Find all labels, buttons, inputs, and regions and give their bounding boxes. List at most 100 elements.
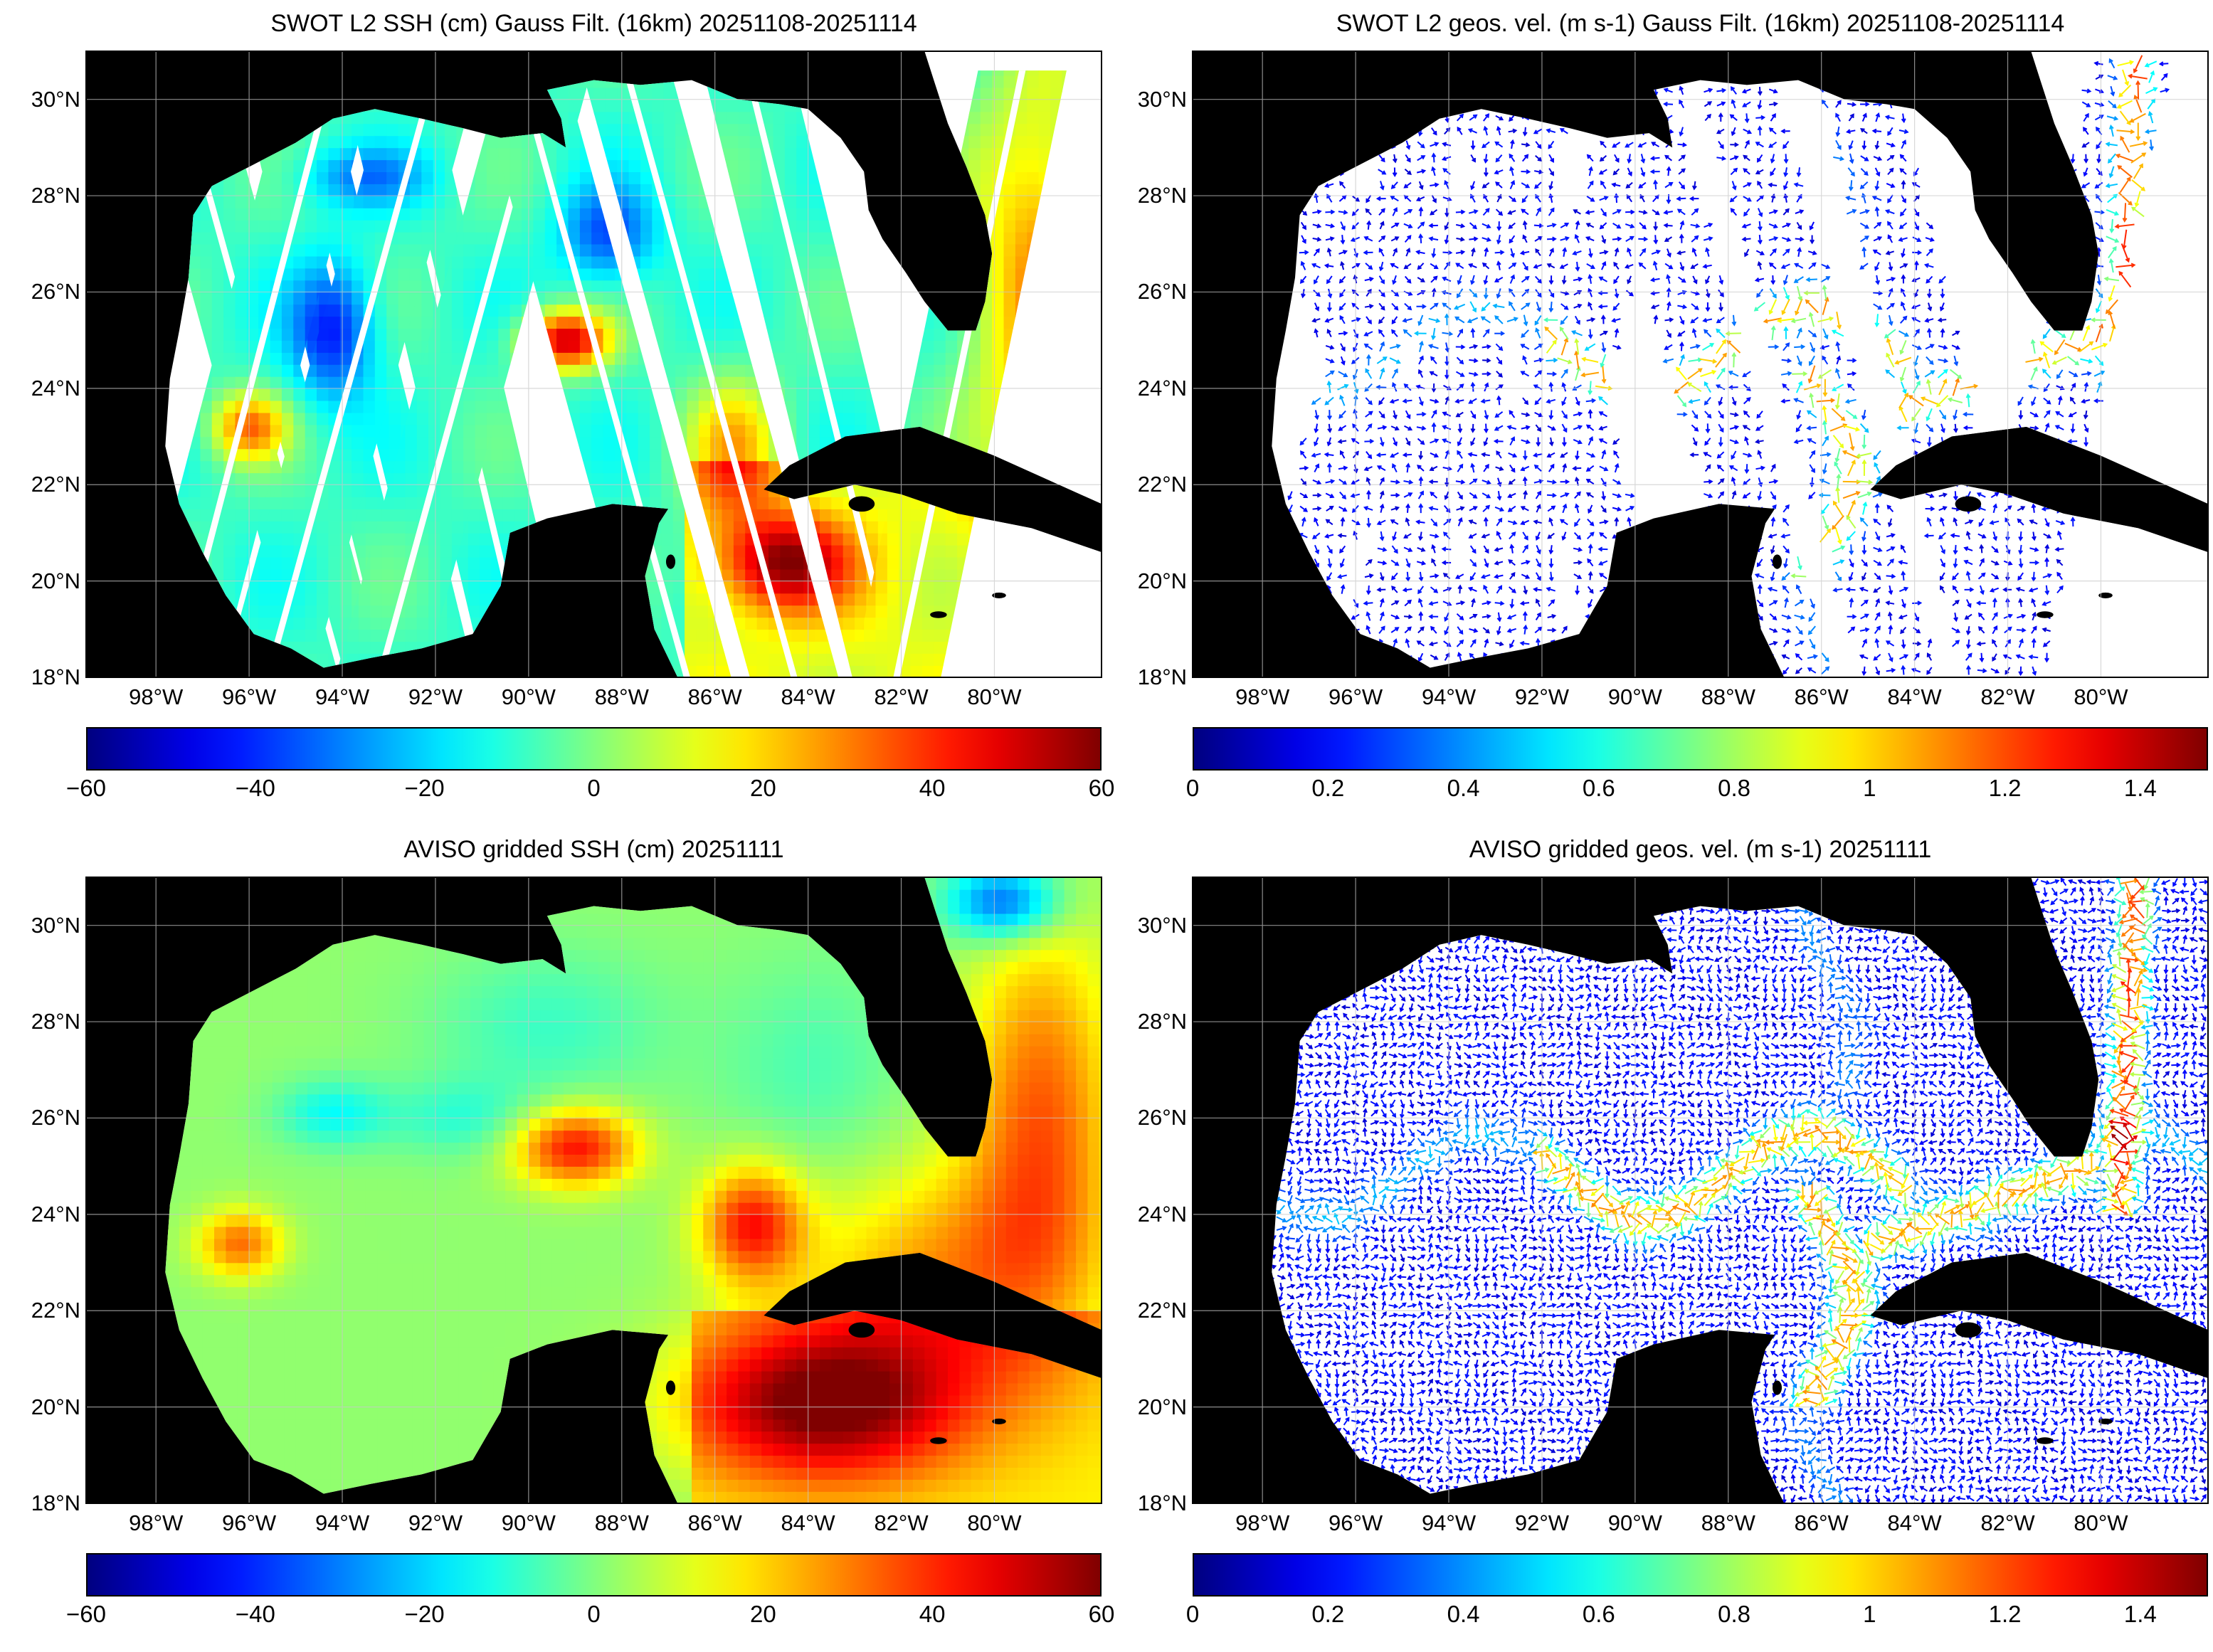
- panel-aviso-ssh: AVISO gridded SSH (cm) 20251111 30°N 28°N 2…: [0, 826, 1115, 1652]
- colorbar-tick-label: 0.6: [1583, 775, 1615, 802]
- lat-tick-label: 30°N: [0, 913, 80, 938]
- colorbar-tick-label: 0.2: [1311, 1601, 1344, 1628]
- colorbar-tick-label: 0.8: [1718, 775, 1750, 802]
- lon-tick-label: 80°W: [967, 684, 1021, 710]
- lon-tick-label: 98°W: [1235, 1510, 1289, 1536]
- lon-tick-label: 98°W: [129, 1510, 183, 1536]
- lat-tick-label: 24°N: [1106, 1202, 1187, 1227]
- lon-tick-label: 84°W: [781, 1510, 835, 1536]
- colorbar-tick-label: 0.6: [1583, 1601, 1615, 1628]
- island: [848, 1322, 875, 1338]
- lat-tick-label: 28°N: [0, 183, 80, 208]
- colorbar-tick-label: 0: [587, 775, 600, 802]
- colorbar-tick-label: 20: [750, 775, 776, 802]
- lat-tick-label: 30°N: [1106, 913, 1187, 938]
- colorbar-tick-label: 1.2: [1989, 775, 2022, 802]
- island: [2037, 1437, 2054, 1444]
- lon-tick-label: 80°W: [967, 1510, 1021, 1536]
- lat-tick-label: 20°N: [1106, 1394, 1187, 1420]
- map-canvas: [1192, 877, 2209, 1504]
- lat-tick-label: 18°N: [0, 1490, 80, 1516]
- colorbar-tick-label: −20: [405, 1601, 445, 1628]
- lon-tick-label: 86°W: [688, 684, 742, 710]
- lat-tick-label: 28°N: [1106, 1009, 1187, 1034]
- lat-tick-label: 20°N: [0, 568, 80, 594]
- cuba-landmass: [764, 427, 1102, 552]
- lon-tick-label: 92°W: [408, 1510, 463, 1536]
- lon-tick-label: 90°W: [1608, 1510, 1662, 1536]
- lon-tick-label: 88°W: [1701, 1510, 1755, 1536]
- panel-aviso-velocity: AVISO gridded geos. vel. (m s-1) 2025111…: [1106, 826, 2213, 1652]
- lon-tick-label: 94°W: [1422, 684, 1476, 710]
- map-canvas: [85, 877, 1102, 1504]
- colorbar-tick-label: 40: [919, 775, 946, 802]
- lat-tick-label: 26°N: [1106, 1105, 1187, 1131]
- lon-tick-label: 86°W: [1795, 684, 1849, 710]
- island: [665, 1380, 676, 1395]
- lon-tick-label: 82°W: [874, 1510, 928, 1536]
- water-area: [1272, 51, 2208, 677]
- island: [848, 496, 875, 512]
- lon-tick-label: 92°W: [1515, 684, 1569, 710]
- colorbar: [86, 727, 1102, 771]
- lon-tick-label: 82°W: [1980, 1510, 2034, 1536]
- lon-tick-label: 86°W: [688, 1510, 742, 1536]
- colorbar: [86, 1553, 1102, 1597]
- cuba-landmass: [1870, 1253, 2208, 1378]
- map-canvas: [85, 51, 1102, 678]
- lon-tick-label: 98°W: [129, 684, 183, 710]
- panel-swot-velocity: SWOT L2 geos. vel. (m s-1) Gauss Filt. (…: [1106, 0, 2213, 826]
- panel-title: SWOT L2 SSH (cm) Gauss Filt. (16km) 2025…: [270, 10, 917, 38]
- graticule: [86, 877, 1102, 1503]
- graticule: [86, 51, 1102, 677]
- lat-tick-label: 26°N: [0, 1105, 80, 1131]
- lat-tick-label: 24°N: [1106, 376, 1187, 401]
- colorbar-tick-label: 0: [1186, 1601, 1199, 1628]
- cuba-landmass: [1870, 427, 2208, 552]
- lat-tick-label: 24°N: [0, 1202, 80, 1227]
- graticule: [1193, 877, 2208, 1503]
- colorbar-tick-label: 1: [1863, 1601, 1876, 1628]
- colorbar-tick-label: −40: [236, 775, 275, 802]
- island: [992, 592, 1006, 598]
- lon-tick-label: 94°W: [1422, 1510, 1476, 1536]
- colorbar-tick-label: −20: [405, 775, 445, 802]
- lon-tick-label: 96°W: [1329, 684, 1383, 710]
- colorbar-tick-label: 0.4: [1447, 1601, 1480, 1628]
- island: [1772, 1380, 1782, 1395]
- lat-tick-label: 28°N: [0, 1009, 80, 1034]
- lon-tick-label: 82°W: [874, 684, 928, 710]
- lon-tick-label: 80°W: [2074, 1510, 2128, 1536]
- map-frame: [1192, 877, 2209, 1504]
- island: [665, 554, 676, 569]
- lon-tick-label: 96°W: [222, 1510, 276, 1536]
- colorbar-tick-label: 0.2: [1311, 775, 1344, 802]
- lat-tick-label: 18°N: [1106, 664, 1187, 690]
- colorbar-tick-label: 0.8: [1718, 1601, 1750, 1628]
- island: [2098, 1418, 2113, 1424]
- lat-tick-label: 22°N: [1106, 1298, 1187, 1323]
- island: [2037, 611, 2054, 618]
- lon-tick-label: 96°W: [222, 684, 276, 710]
- island: [2098, 592, 2113, 598]
- lon-tick-label: 88°W: [595, 684, 649, 710]
- cuba-landmass: [764, 1253, 1102, 1378]
- lat-tick-label: 28°N: [1106, 183, 1187, 208]
- map-canvas: [1192, 51, 2209, 678]
- colorbar-tick-label: −60: [66, 775, 106, 802]
- lat-tick-label: 22°N: [0, 472, 80, 497]
- panel-swot-ssh: SWOT L2 SSH (cm) Gauss Filt. (16km) 2025…: [0, 0, 1115, 826]
- lon-tick-label: 92°W: [1515, 1510, 1569, 1536]
- colorbar-tick-label: 60: [1089, 1601, 1115, 1628]
- island: [930, 611, 947, 618]
- panel-title: AVISO gridded geos. vel. (m s-1) 2025111…: [1469, 836, 1932, 864]
- colorbar: [1193, 727, 2208, 771]
- island: [1955, 1322, 1982, 1338]
- graticule: [1193, 51, 2208, 677]
- panel-title: SWOT L2 geos. vel. (m s-1) Gauss Filt. (…: [1336, 10, 2065, 38]
- lat-tick-label: 30°N: [1106, 87, 1187, 112]
- island: [1955, 496, 1982, 512]
- colorbar-tick-label: −40: [236, 1601, 275, 1628]
- lon-tick-label: 98°W: [1235, 684, 1289, 710]
- panel-title: AVISO gridded SSH (cm) 20251111: [403, 836, 783, 864]
